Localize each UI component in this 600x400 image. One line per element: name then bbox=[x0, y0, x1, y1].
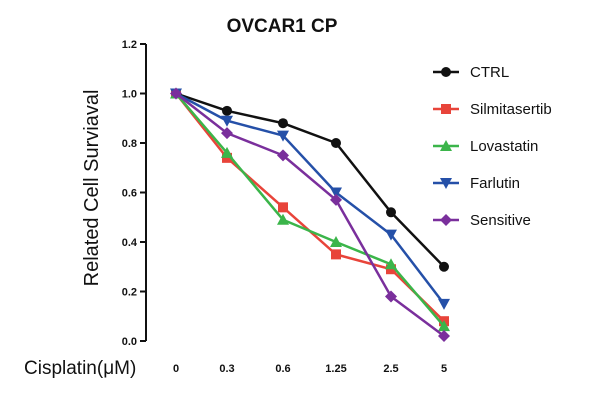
x-tick-label: 5 bbox=[441, 363, 447, 375]
x-tick-label: 2.5 bbox=[383, 363, 398, 375]
series-silmitasertib bbox=[171, 88, 449, 327]
legend-item-sensitive: Sensitive bbox=[433, 212, 531, 229]
data-point bbox=[331, 138, 341, 148]
legend-label: Sensitive bbox=[470, 212, 531, 229]
legend-item-lovastatin: Lovastatin bbox=[433, 138, 538, 155]
legend-label: Silmitasertib bbox=[470, 101, 552, 118]
data-point bbox=[438, 298, 450, 310]
series-ctrl bbox=[171, 88, 449, 272]
legend-marker bbox=[441, 67, 451, 77]
x-ticks: 0 0.3 0.6 1.25 2.5 5 bbox=[173, 363, 447, 375]
data-point bbox=[330, 193, 342, 206]
data-point bbox=[222, 105, 232, 116]
data-point bbox=[386, 207, 396, 218]
y-tick-label: 0.0 bbox=[122, 336, 137, 348]
legend-marker bbox=[440, 214, 452, 226]
data-point bbox=[221, 127, 233, 140]
series-line bbox=[175, 92, 445, 327]
series-line bbox=[175, 92, 445, 305]
x-tick-label: 0.6 bbox=[275, 363, 290, 375]
series-group bbox=[170, 87, 450, 343]
data-point bbox=[330, 187, 342, 199]
series-sensitive bbox=[170, 87, 450, 343]
legend-label: Farlutin bbox=[470, 175, 520, 192]
x-tick-label: 1.25 bbox=[325, 363, 346, 375]
series-line bbox=[175, 92, 445, 268]
data-point bbox=[277, 130, 289, 142]
legend-marker bbox=[441, 104, 451, 114]
legend-item-farlutin: Farlutin bbox=[433, 175, 520, 192]
data-point bbox=[330, 236, 342, 247]
y-axis-label: Related Cell Surviaval bbox=[81, 90, 103, 287]
y-tick-label: 0.6 bbox=[122, 188, 137, 200]
data-point bbox=[385, 229, 397, 241]
legend-item-silmitasertib: Silmitasertib bbox=[433, 101, 552, 118]
data-point bbox=[277, 149, 289, 162]
data-point bbox=[438, 330, 450, 343]
x-tick-label: 0 bbox=[173, 363, 179, 375]
series-line bbox=[175, 92, 445, 338]
legend-marker bbox=[440, 140, 452, 151]
data-point bbox=[278, 118, 288, 129]
data-point bbox=[385, 258, 397, 270]
y-tick-label: 1.0 bbox=[122, 89, 137, 101]
y-ticks: 0.0 0.2 0.4 0.6 0.8 1.0 1.2 bbox=[122, 39, 146, 348]
series-lovastatin bbox=[170, 87, 450, 332]
data-point bbox=[439, 261, 449, 272]
data-point bbox=[278, 202, 288, 213]
y-tick-label: 0.4 bbox=[122, 237, 138, 249]
legend-label: CTRL bbox=[470, 64, 509, 81]
y-tick-label: 1.2 bbox=[122, 39, 137, 51]
data-point bbox=[438, 320, 450, 332]
legend-marker bbox=[440, 178, 452, 189]
data-point bbox=[331, 249, 341, 260]
chart-title: OVCAR1 CP bbox=[227, 16, 338, 37]
legend-label: Lovastatin bbox=[470, 138, 538, 155]
data-point bbox=[170, 87, 182, 100]
x-tick-label: 0.3 bbox=[219, 363, 234, 375]
data-point bbox=[277, 213, 289, 225]
y-tick-label: 0.8 bbox=[122, 138, 137, 150]
y-tick-label: 0.2 bbox=[122, 287, 137, 299]
series-line bbox=[175, 92, 445, 323]
data-point bbox=[385, 290, 397, 303]
legend-item-ctrl: CTRL bbox=[433, 64, 509, 81]
data-point bbox=[221, 146, 233, 158]
x-axis-label: Cisplatin(μM) bbox=[24, 358, 136, 379]
legend: CTRL Silmitasertib Lovastatin Farlutin Sensi… bbox=[433, 64, 552, 229]
data-point bbox=[221, 115, 233, 127]
